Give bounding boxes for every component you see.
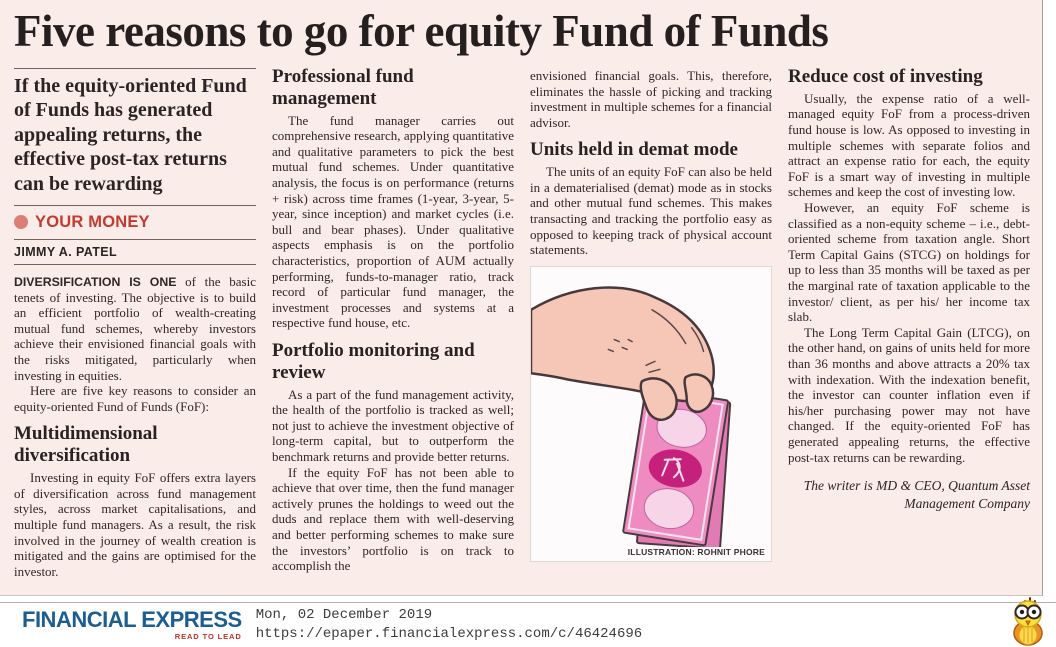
section-kicker: YOUR MONEY	[14, 213, 256, 232]
logo-tagline: READ TO LEAD	[174, 632, 242, 641]
epaper-url[interactable]: https://epaper.financialexpress.com/c/46…	[255, 626, 643, 642]
paragraph: Here are five key reasons to consider an…	[14, 383, 256, 414]
paragraph: envisioned financial goals. This, theref…	[530, 68, 772, 130]
paragraph: Usually, the expense ratio of a well-man…	[788, 90, 1030, 200]
section-heading: Portfolio monitoring and review	[272, 340, 475, 383]
column-layout: If the equity-oriented Fund of Funds has…	[0, 58, 1042, 579]
lead-in-text: DIVERSIFICATION IS ONE	[14, 274, 177, 289]
section-heading: Units held in demat mode	[530, 139, 738, 161]
bullet-dot-icon	[14, 215, 28, 230]
column-4: Reduce cost of investing Usually, the ex…	[788, 64, 1030, 579]
section-heading: Multidimensional diversification	[14, 423, 158, 467]
paragraph-text: of the basic tenets of investing. The ob…	[14, 273, 257, 383]
paragraph: The Long Term Capital Gain (LTCG), on th…	[788, 324, 1030, 465]
hand-icon	[531, 286, 715, 421]
paragraph: Investing in equity FoF offers extra lay…	[14, 470, 256, 579]
divider	[14, 68, 256, 69]
illustration-box: ILLUSTRATION: ROHNIT PHORE	[530, 265, 772, 562]
page-title: Five reasons to go for equity Fund of Fu…	[14, 6, 829, 56]
kicker-label: YOUR MONEY	[35, 212, 150, 231]
rupee-sketch-icon	[661, 456, 685, 482]
byline: JIMMY A. PATEL	[14, 244, 118, 259]
column-3: envisioned financial goals. This, theref…	[530, 64, 772, 579]
article: Five reasons to go for equity Fund of Fu…	[0, 0, 1043, 596]
divider	[14, 263, 256, 265]
column-1: If the equity-oriented Fund of Funds has…	[14, 64, 256, 579]
paragraph: However, an equity FoF scheme is classif…	[788, 200, 1030, 325]
financial-express-logo: FINANCIAL EXPRESS READ TO LEAD	[22, 607, 242, 642]
writer-credit: The writer is MD & CEO, Quantum Asset Ma…	[803, 478, 1030, 511]
paragraph: DIVERSIFICATION IS ONE of the basic tene…	[14, 274, 256, 383]
paragraph: As a part of the fund management activit…	[272, 386, 514, 465]
illustration-credit: ILLUSTRATION: ROHNIT PHORE	[627, 546, 765, 557]
paragraph: The fund manager carries out comprehensi…	[272, 112, 514, 331]
footer-meta: Mon, 02 December 2019 https://epaper.fin…	[256, 606, 642, 644]
publication-date: Mon, 02 December 2019	[255, 607, 433, 624]
divider	[14, 204, 256, 206]
column-2: Professional fund management The fund ma…	[272, 64, 514, 579]
standfirst: If the equity-oriented Fund of Funds has…	[14, 75, 247, 195]
paragraph: The units of an equity FoF can also be h…	[530, 164, 772, 258]
banknote-icon	[622, 386, 729, 546]
section-heading: Reduce cost of investing	[788, 66, 983, 87]
paragraph: If the equity FoF has not been able to a…	[272, 464, 514, 574]
hand-holding-banknote-illustration	[531, 286, 732, 547]
divider	[14, 238, 256, 240]
owl-mascot-icon	[1013, 597, 1043, 646]
epaper-footer: FINANCIAL EXPRESS READ TO LEAD Mon, 02 D…	[0, 602, 1056, 647]
logo-wordmark: FINANCIAL EXPRESS	[22, 607, 242, 632]
hand-detail-lines	[607, 308, 705, 373]
section-heading: Professional fund management	[272, 66, 414, 109]
